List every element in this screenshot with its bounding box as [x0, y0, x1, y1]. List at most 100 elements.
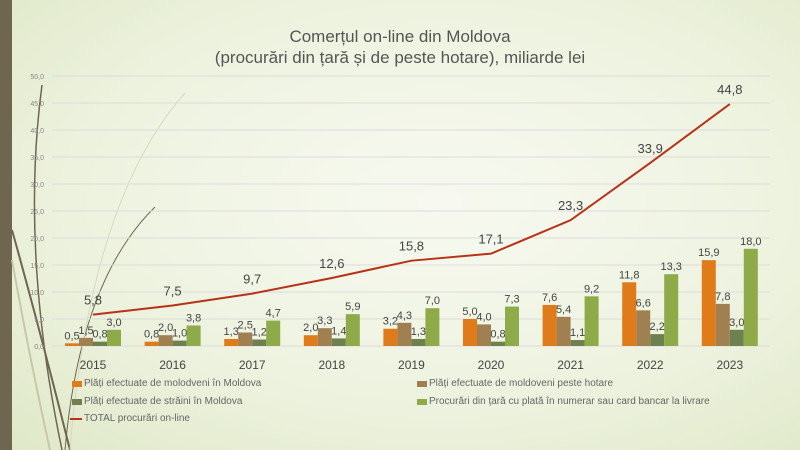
x-tick-label: 2021: [557, 358, 584, 372]
bar-data-label: 5,0: [462, 306, 477, 318]
bar: [186, 325, 201, 346]
bar: [622, 282, 637, 346]
bar-data-label: 0,8: [144, 329, 159, 341]
bar-data-label: 2,5: [238, 320, 253, 332]
x-tick-label: 2018: [318, 358, 345, 372]
bar: [556, 316, 571, 346]
line-data-label: 9,7: [243, 272, 261, 287]
bar: [491, 341, 505, 346]
bar: [93, 341, 107, 346]
bar: [65, 343, 79, 346]
bar-data-label: 6,6: [636, 297, 651, 309]
line-data-label: 12,6: [319, 256, 344, 271]
bar: [743, 248, 758, 346]
x-tick-label: 2019: [398, 358, 425, 372]
legend-swatch: [417, 398, 427, 405]
bar-data-label: 3,8: [186, 312, 201, 324]
bar-data-label: 11,8: [619, 269, 640, 281]
x-tick-label: 2015: [80, 358, 107, 372]
bar: [383, 328, 398, 346]
bar-data-label: 4,3: [397, 310, 412, 322]
bar: [463, 319, 477, 346]
bar: [477, 324, 491, 346]
title-line: Comerțul on-line din Moldova: [289, 27, 511, 46]
chart-title: Comerțul on-line din Moldova (procurări …: [0, 26, 800, 68]
legend-label: Plăți efectuate de străini în Moldova: [84, 396, 243, 407]
bar-data-label: 18,0: [740, 236, 761, 248]
bar-data-label: 7,3: [504, 294, 519, 306]
line-data-label: 44,8: [717, 82, 742, 97]
bar-data-label: 9,2: [584, 283, 599, 295]
bar-data-label: 1,2: [252, 327, 267, 339]
bar: [252, 339, 267, 346]
bar-data-label: 1,0: [172, 328, 187, 340]
bar: [317, 328, 332, 346]
bar: [542, 304, 557, 346]
bar: [224, 338, 239, 346]
bar-data-label: 5,4: [556, 304, 571, 316]
bar-data-label: 2,2: [650, 321, 665, 333]
subtitle-line: (procurări din țară și de peste hotare),…: [214, 48, 586, 67]
bar: [172, 340, 187, 346]
bar: [144, 341, 159, 346]
bar: [570, 340, 585, 346]
y-tick-label: 15,0: [30, 263, 44, 270]
bar: [701, 260, 716, 346]
y-tick-label: 25,0: [30, 209, 44, 216]
bar-data-label: 1,5: [78, 325, 93, 337]
bar: [345, 314, 360, 346]
legend-label: Plăți efectuate de molodveni în Moldova: [84, 378, 262, 389]
line-data-label: 5,8: [84, 293, 102, 308]
bar-data-label: 5,9: [345, 301, 360, 313]
legend-item-3: Procurări din țară cu plată în numerar s…: [417, 396, 710, 407]
bar-data-label: 4,7: [266, 308, 281, 320]
legend-label: Procurări din țară cu plată în numerar s…: [429, 396, 710, 407]
bar: [715, 303, 730, 346]
y-tick-label: 10,0: [30, 290, 44, 297]
legend-item-4: TOTAL procurări on-line: [70, 413, 190, 424]
y-tick-label: 45,0: [30, 101, 44, 108]
x-tick-label: 2022: [637, 358, 664, 372]
bar-data-label: 0,8: [92, 329, 107, 341]
bar: [636, 310, 651, 346]
legend-label: TOTAL procurări on-line: [84, 413, 190, 424]
bar: [331, 338, 346, 346]
bar: [266, 320, 281, 346]
bar-data-label: 4,0: [476, 311, 491, 323]
y-tick-label: 0,0: [34, 344, 44, 351]
bar: [158, 335, 173, 346]
y-tick-label: 20,0: [30, 236, 44, 243]
legend-item-1: Plăți efectuate de moldoveni peste hotar…: [417, 378, 613, 389]
x-tick-label: 2016: [159, 358, 186, 372]
line-data-label: 33,9: [638, 141, 663, 156]
x-tick-label: 2020: [478, 358, 505, 372]
bar-data-label: 1,3: [224, 326, 239, 338]
y-tick-label: 30,0: [30, 182, 44, 189]
bar-data-label: 2,0: [303, 322, 318, 334]
legend-item-0: Plăți efectuate de molodveni în Moldova: [72, 378, 261, 389]
bar-data-label: 3,3: [317, 315, 332, 327]
bar: [664, 274, 679, 346]
y-tick-label: 5,0: [34, 317, 44, 324]
bar-data-label: 3,0: [106, 317, 121, 329]
bar-data-label: 2,0: [158, 322, 173, 334]
bar: [650, 334, 665, 346]
bar: [729, 329, 744, 346]
bar-data-label: 7,8: [715, 291, 730, 303]
legend-line: [70, 417, 82, 420]
y-tick-label: 50,0: [30, 74, 44, 81]
legend-swatch: [417, 380, 427, 387]
bar-data-label: 0,5: [64, 330, 79, 342]
bar: [238, 332, 253, 346]
bar-data-label: 7,0: [425, 295, 440, 307]
bar: [584, 296, 599, 346]
y-tick-label: 35,0: [30, 155, 44, 162]
bar-data-label: 1,1: [570, 327, 585, 339]
y-tick-label: 40,0: [30, 128, 44, 135]
bar-data-label: 0,8: [490, 329, 505, 341]
line-data-label: 15,8: [399, 239, 424, 254]
line-data-label: 17,1: [478, 232, 503, 247]
bar: [425, 308, 440, 346]
bar-data-label: 15,9: [698, 247, 719, 259]
bar: [505, 306, 519, 346]
